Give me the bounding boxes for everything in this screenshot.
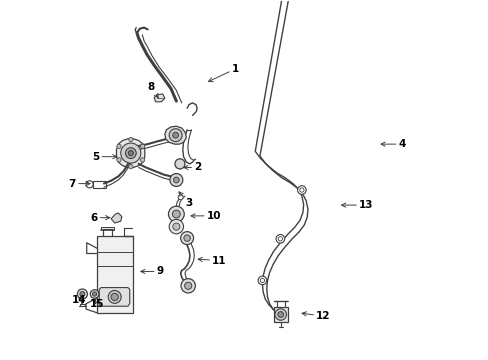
Text: 6: 6 [90,213,109,222]
Polygon shape [273,307,287,321]
Circle shape [168,206,184,222]
Circle shape [125,148,136,158]
Circle shape [172,132,178,138]
Text: 13: 13 [341,200,373,210]
Circle shape [274,309,286,320]
Bar [93,181,105,188]
Circle shape [121,143,141,163]
Circle shape [92,292,97,296]
Polygon shape [97,235,133,313]
Text: 7: 7 [68,179,90,189]
Text: 15: 15 [90,299,104,309]
Circle shape [169,220,183,234]
Circle shape [80,292,85,297]
Circle shape [277,312,283,318]
Circle shape [117,144,121,148]
Polygon shape [116,139,144,167]
Polygon shape [111,213,122,223]
Circle shape [117,158,121,162]
Circle shape [276,234,284,243]
Circle shape [108,291,121,303]
Text: 5: 5 [92,152,117,162]
Polygon shape [154,94,164,102]
Text: 10: 10 [191,211,221,221]
Circle shape [172,223,180,230]
Circle shape [184,282,191,289]
Circle shape [178,195,183,200]
Circle shape [90,290,99,298]
Circle shape [173,177,179,183]
Circle shape [258,276,266,285]
Circle shape [169,174,183,186]
Polygon shape [164,126,186,144]
Circle shape [128,137,133,141]
Circle shape [111,293,118,301]
Text: 14: 14 [72,295,87,305]
Circle shape [169,129,182,141]
Text: 9: 9 [141,266,163,276]
Text: 3: 3 [179,192,192,208]
Text: 12: 12 [302,311,330,321]
Text: 8: 8 [147,82,158,98]
Circle shape [175,159,184,169]
Polygon shape [99,288,129,306]
Circle shape [180,231,193,244]
Circle shape [128,165,133,169]
Text: 11: 11 [198,256,226,266]
Text: 1: 1 [208,64,239,82]
Circle shape [86,181,93,188]
Text: 4: 4 [380,139,405,149]
Circle shape [140,158,144,162]
Circle shape [140,144,144,148]
Text: 2: 2 [183,162,201,172]
Circle shape [183,235,190,241]
Circle shape [128,150,133,156]
Circle shape [181,279,195,293]
Circle shape [172,210,180,218]
Circle shape [77,289,87,299]
Circle shape [297,186,305,194]
